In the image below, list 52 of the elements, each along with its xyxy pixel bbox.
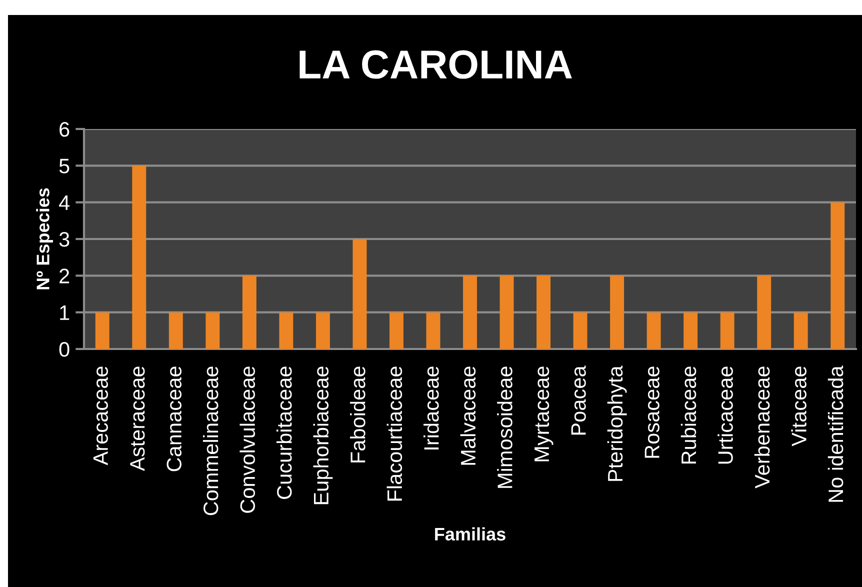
x-tick-label: Myrtaceae <box>534 366 554 462</box>
bar <box>536 276 551 349</box>
bar <box>500 276 514 349</box>
bar <box>316 312 330 349</box>
x-tick-label: Rubiaceae <box>680 366 696 464</box>
y-tick-label: 6 <box>60 122 70 137</box>
y-axis-title: Nº Especies <box>36 188 53 290</box>
y-tick-label: 2 <box>60 268 70 284</box>
x-tick-label: Verbenaceae <box>754 366 770 488</box>
bar <box>242 276 256 349</box>
bar <box>95 312 110 349</box>
x-tick-label: Flacourtiaceae <box>386 366 402 501</box>
y-tick-label: 3 <box>59 232 70 247</box>
x-axis-title: Familias <box>435 527 506 541</box>
bar <box>279 312 294 349</box>
bar <box>132 166 146 349</box>
x-tick-label: Asteraceae <box>130 366 145 472</box>
x-tick-label: Arecaceae <box>93 366 108 466</box>
chart-title: LA CAROLINA <box>300 50 572 79</box>
bar <box>684 312 698 349</box>
x-tick-label: Malvaceae <box>460 366 476 465</box>
y-tick-label: 0 <box>59 342 70 357</box>
x-tick-label: Cannaceae <box>166 366 182 472</box>
bar <box>794 312 808 349</box>
bar <box>646 312 661 349</box>
bar <box>757 276 772 349</box>
y-tick-label: 5 <box>59 158 70 174</box>
bar <box>830 202 845 349</box>
bar <box>573 312 588 349</box>
bar <box>426 312 440 349</box>
x-tick-label: Urticaceae <box>718 366 733 464</box>
y-tick-label: 4 <box>59 196 70 210</box>
x-tick-label: Convolvulaceae <box>240 366 256 513</box>
bar <box>389 312 404 349</box>
x-tick-label: Vitaceae <box>791 366 806 446</box>
x-tick-label: No identificada <box>828 366 844 502</box>
bar <box>610 276 624 349</box>
bar <box>168 312 183 349</box>
x-tick-label: Iridaceae <box>424 366 439 450</box>
x-tick-label: Pteridophyta <box>607 366 627 481</box>
x-tick-label: Rosaceae <box>644 366 660 458</box>
bar <box>463 276 477 349</box>
x-tick-label: Mimosoideae <box>497 366 512 488</box>
x-tick-label: Faboideae <box>350 366 366 462</box>
x-tick-label: Euphorbiaceae <box>313 366 333 504</box>
bar <box>206 312 220 349</box>
y-tick-label: 1 <box>60 306 70 320</box>
bar <box>352 239 367 349</box>
x-tick-label: Commelinaceae <box>202 366 218 516</box>
x-tick-label: Poacea <box>571 366 586 435</box>
bar <box>720 312 734 349</box>
x-tick-label: Cucurbitaceae <box>276 366 292 499</box>
